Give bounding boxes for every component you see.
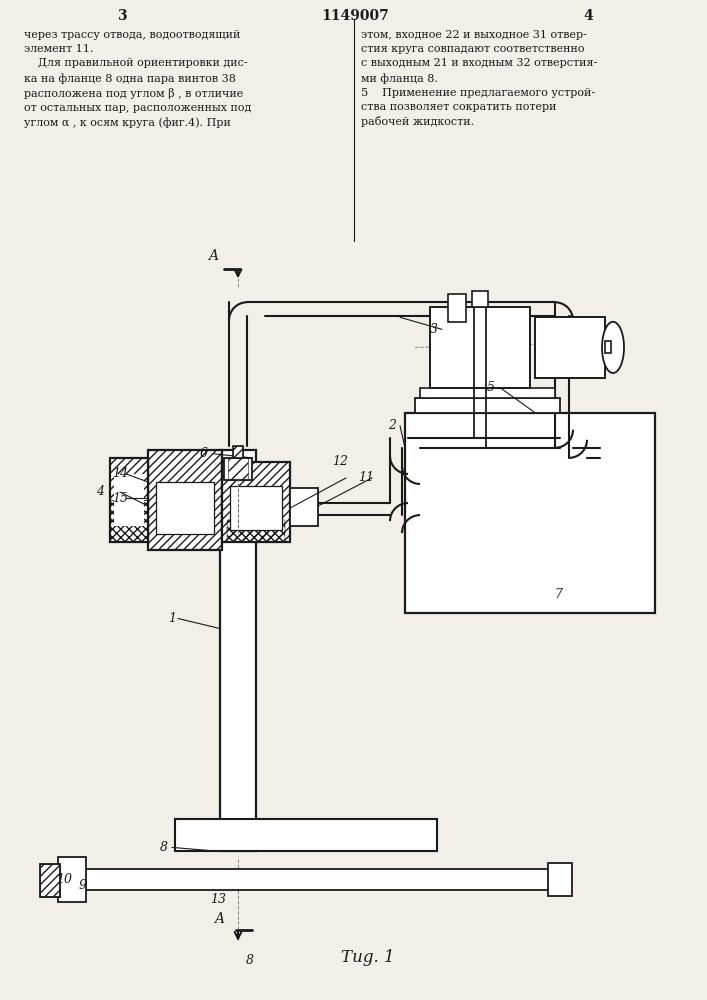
- Bar: [60, 869, 550, 890]
- Text: 1149007: 1149007: [322, 9, 389, 23]
- Text: 6: 6: [200, 447, 208, 460]
- Text: 3: 3: [430, 323, 438, 336]
- Text: 13: 13: [210, 893, 226, 906]
- Bar: [110, 500, 148, 542]
- Bar: [420, 388, 555, 398]
- Bar: [405, 413, 655, 613]
- Bar: [148, 450, 222, 550]
- Bar: [148, 450, 222, 550]
- Text: 15: 15: [112, 492, 128, 505]
- Text: A: A: [214, 912, 224, 926]
- Bar: [415, 398, 560, 413]
- Bar: [58, 857, 86, 902]
- Bar: [448, 294, 466, 322]
- Text: 3: 3: [117, 9, 127, 23]
- Text: 5: 5: [487, 381, 495, 394]
- Bar: [40, 864, 60, 897]
- Bar: [40, 864, 60, 897]
- Bar: [156, 482, 214, 534]
- Bar: [114, 474, 144, 526]
- Bar: [233, 446, 243, 458]
- Bar: [222, 462, 290, 542]
- Bar: [230, 486, 282, 530]
- Bar: [227, 520, 285, 542]
- Text: через трассу отвода, водоотводящий
элемент 11.
    Для правильной ориентировки д: через трассу отвода, водоотводящий элеме…: [25, 30, 252, 128]
- Bar: [222, 462, 290, 542]
- Text: A: A: [208, 249, 218, 263]
- Bar: [228, 458, 248, 480]
- Bar: [110, 458, 148, 500]
- Text: 12: 12: [332, 455, 348, 468]
- Text: 1: 1: [168, 612, 176, 625]
- Text: 10: 10: [56, 873, 72, 886]
- Text: 9: 9: [79, 879, 87, 892]
- Bar: [110, 458, 148, 542]
- Ellipse shape: [602, 322, 624, 373]
- Text: 11: 11: [358, 471, 374, 484]
- Bar: [605, 341, 611, 353]
- Text: 14: 14: [112, 467, 128, 480]
- Text: 2: 2: [388, 419, 396, 432]
- Bar: [472, 291, 488, 307]
- Text: 7: 7: [554, 588, 562, 601]
- Text: этом, входное 22 и выходное 31 отвер-
стия круга совпадают соответственно
с выхо: этом, входное 22 и выходное 31 отвер- ст…: [361, 30, 597, 127]
- Bar: [220, 450, 256, 851]
- Bar: [535, 317, 605, 378]
- Text: Τug. 1: Τug. 1: [341, 949, 395, 966]
- Text: 8: 8: [160, 841, 168, 854]
- Bar: [548, 863, 572, 896]
- Bar: [224, 458, 252, 480]
- Bar: [290, 488, 318, 526]
- Text: 4: 4: [583, 9, 593, 23]
- Bar: [430, 307, 530, 388]
- Bar: [175, 819, 437, 851]
- Text: 4: 4: [96, 485, 104, 498]
- Text: 8: 8: [246, 954, 254, 967]
- Bar: [233, 446, 243, 458]
